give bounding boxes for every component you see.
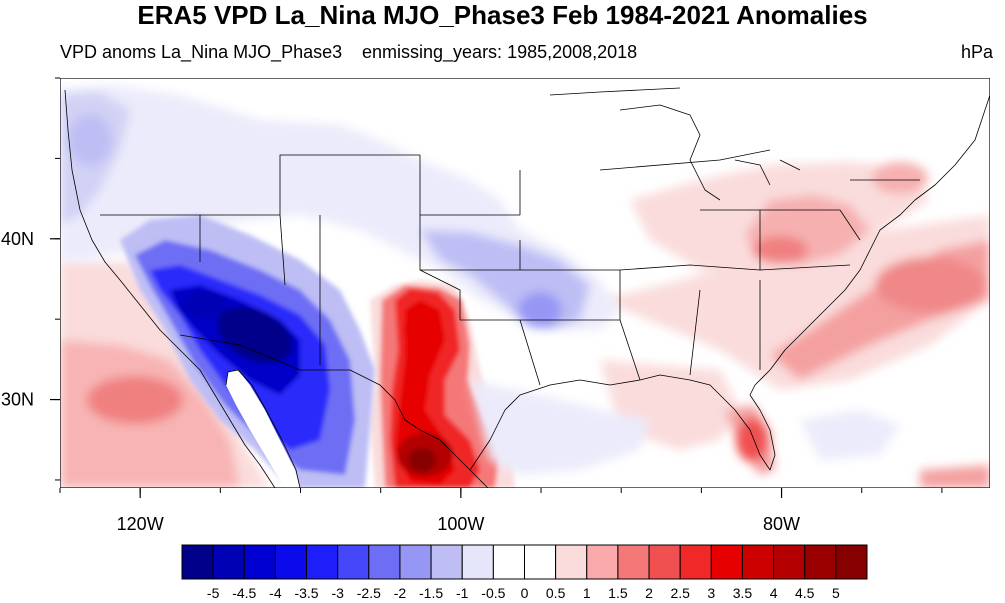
chart-subtitle-center: enmissing_years: 1985,2008,2018	[362, 42, 638, 62]
colorbar-swatch	[710, 544, 743, 580]
colorbar-swatch	[337, 544, 370, 580]
units-label: hPa	[960, 42, 993, 62]
colorbar-label: 5	[832, 585, 840, 601]
colorbar-swatch	[461, 544, 494, 580]
colorbar-label: 2	[645, 585, 653, 601]
colorbar-swatch	[306, 544, 339, 580]
colorbar-swatch	[773, 544, 806, 580]
country-and-state-borders	[64, 87, 990, 488]
colorbar-label: 0	[521, 585, 529, 601]
colorbar-swatch	[430, 544, 463, 580]
colorbar-label: -3	[331, 585, 344, 601]
map-plot-area	[60, 78, 990, 488]
colorbar-label: -1	[456, 585, 469, 601]
lon-tick-label: 100W	[437, 514, 484, 534]
colorbar-label: 1	[583, 585, 591, 601]
negative-anomaly-fields	[60, 85, 900, 475]
southwest-negative-anomaly	[120, 215, 375, 488]
colorbar-label: -2	[394, 585, 407, 601]
colorbar-label: 2.5	[670, 585, 690, 601]
colorbar-swatch	[835, 544, 868, 580]
colorbar-swatch	[212, 544, 245, 580]
lon-tick-label: 120W	[117, 514, 164, 534]
colorbar-swatch	[399, 544, 432, 580]
colorbar-label: 0.5	[546, 585, 566, 601]
lon-tick-label: 80W	[763, 514, 800, 534]
colorbar-label: -2.5	[357, 585, 381, 601]
colorbar-swatch	[617, 544, 650, 580]
colorbar-swatch	[586, 544, 619, 580]
colorbar-swatch	[368, 544, 401, 580]
colorbar-swatch	[243, 544, 276, 580]
colorbar-label: 3	[707, 585, 715, 601]
colorbar-swatch	[679, 544, 712, 580]
colorbar-label: -5	[207, 585, 220, 601]
chart-title: ERA5 VPD La_Nina MJO_Phase3 Feb 1984-202…	[137, 0, 868, 30]
colorbar-label: -4	[269, 585, 282, 601]
colorbar-swatch	[181, 544, 214, 580]
colorbar-label: 1.5	[608, 585, 628, 601]
colorbar-label: -1.5	[419, 585, 443, 601]
colorbar-label: 4	[770, 585, 778, 601]
colorbar-label: -0.5	[481, 585, 505, 601]
colorbar-label: 4.5	[795, 585, 815, 601]
colorbar-swatch	[648, 544, 681, 580]
map-axes: 120W 100W 80W 40N 30N	[1, 77, 943, 534]
lat-tick-label: 30N	[1, 390, 34, 410]
positive-anomaly-fields	[60, 162, 990, 488]
colorbar-label: 3.5	[733, 585, 753, 601]
colorbar-swatch	[524, 544, 557, 580]
colorbar-label: -4.5	[232, 585, 256, 601]
colorbar-label: -3.5	[294, 585, 318, 601]
texas-positive-anomaly	[370, 280, 515, 488]
lat-tick-label: 40N	[1, 229, 34, 249]
colorbar-swatch	[555, 544, 588, 580]
colorbar-swatch	[804, 544, 837, 580]
colorbar: -5 -4.5 -4 -3.5 -3 -2.5 -2 -1.5 -1 -0.5 0 0.5 1 1.5 2 2…	[181, 544, 868, 601]
colorbar-swatch	[492, 544, 526, 580]
colorbar-swatch	[741, 544, 775, 580]
colorbar-swatch	[274, 544, 308, 580]
gulf-of-california	[226, 370, 300, 488]
chart-subtitle-left: VPD anoms La_Nina MJO_Phase3	[60, 42, 343, 62]
